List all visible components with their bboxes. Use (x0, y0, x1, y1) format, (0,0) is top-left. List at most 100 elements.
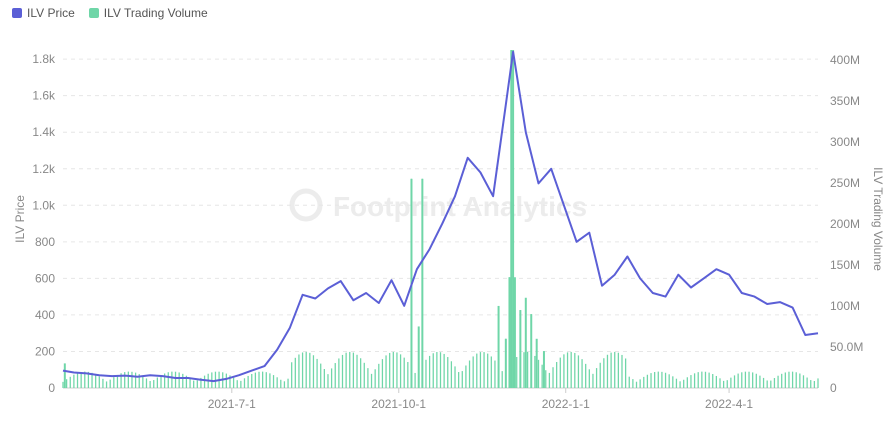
volume-bar (439, 352, 442, 388)
volume-bar (203, 375, 206, 388)
volume-bar (356, 354, 358, 388)
volume-bar (109, 379, 111, 388)
volume-bar (784, 372, 786, 388)
y2-tick-label: 50.0M (830, 340, 863, 354)
y2-tick-label: 150M (830, 258, 860, 272)
volume-bar (817, 378, 819, 388)
volume-bar (799, 373, 801, 388)
volume-bar (381, 359, 384, 388)
volume-bar (399, 354, 402, 388)
volume-bar (541, 364, 543, 388)
y-tick-label: 200 (35, 344, 55, 358)
volume-bar (196, 380, 198, 388)
volume-bar (349, 351, 351, 388)
volume-bar (548, 372, 551, 388)
volume-bar (726, 380, 728, 388)
y-tick-label: 1.8k (32, 52, 56, 66)
legend-item-price[interactable]: ILV Price (12, 6, 75, 20)
volume-bar (320, 363, 322, 388)
volume-bar (487, 353, 489, 388)
volume-bar (657, 371, 659, 388)
volume-bar (265, 372, 267, 388)
volume-bar (138, 374, 140, 388)
y-axis-title: ILV Price (13, 195, 27, 243)
volume-bar (577, 355, 580, 388)
volume-bar (719, 378, 721, 388)
volume-bar (338, 358, 340, 388)
volume-bar (232, 377, 235, 388)
volume-spike-bar (508, 277, 511, 388)
volume-bar (715, 375, 718, 388)
y-tick-label: 1.4k (32, 125, 56, 139)
volume-bar (425, 359, 427, 388)
volume-bar (683, 379, 685, 388)
volume-bar (755, 373, 757, 388)
volume-bar (240, 380, 242, 388)
volume-bar (574, 352, 576, 388)
volume-bar (65, 379, 68, 388)
volume-bar (599, 362, 601, 388)
volume-bar (777, 375, 779, 388)
volume-bar (291, 362, 293, 388)
y-tick-label: 1.6k (32, 89, 56, 103)
volume-bar (80, 371, 82, 388)
volume-bar (621, 354, 623, 388)
volume-bar (298, 354, 300, 388)
volume-bar (795, 372, 797, 388)
volume-bar (664, 372, 667, 388)
volume-bar (323, 369, 325, 388)
volume-bar (283, 381, 286, 388)
volume-bar (272, 375, 275, 388)
volume-bar (697, 372, 699, 388)
volume-bar (91, 372, 93, 388)
volume-bar (534, 355, 536, 388)
volume-bar (102, 378, 104, 388)
volume-bar (87, 371, 90, 388)
volume-bar (668, 374, 670, 388)
volume-bar (654, 372, 656, 388)
legend-item-volume[interactable]: ILV Trading Volume (88, 6, 208, 20)
volume-bar (472, 356, 474, 388)
volume-bar (131, 371, 133, 388)
volume-bar (704, 371, 707, 388)
volume-bar (526, 351, 529, 388)
volume-bar (153, 380, 155, 388)
volume-bar (73, 374, 75, 388)
volume-bar (174, 371, 177, 388)
volume-bar (494, 360, 496, 388)
volume-bar (312, 355, 315, 388)
volume-bar (559, 357, 561, 388)
volume-spike-bar (530, 314, 533, 388)
volume-bar (367, 368, 369, 388)
volume-bar (345, 352, 347, 388)
volume-bar (276, 377, 278, 388)
volume-bar (693, 373, 696, 388)
volume-bar (62, 381, 64, 388)
volume-bar (712, 374, 714, 388)
volume-bar (752, 372, 754, 388)
volume-spike-bar (542, 351, 545, 388)
volume-bar (341, 354, 344, 388)
volume-bar (628, 376, 630, 388)
volume-bar (105, 381, 108, 388)
volume-bar (443, 353, 445, 388)
volume-bar (646, 374, 649, 388)
volume-bar (748, 371, 750, 388)
y2-axis-title: ILV Trading Volume (871, 167, 885, 271)
volume-bar (229, 375, 231, 388)
volume-bar (802, 375, 805, 388)
chart-legend: ILV Price ILV Trading Volume (12, 6, 208, 20)
volume-bar (167, 372, 169, 388)
volume-bar (552, 367, 554, 388)
volume-bar (810, 380, 812, 388)
volume-bar (570, 351, 572, 388)
volume-bar (461, 371, 463, 388)
x-tick-label: 2022-4-1 (705, 397, 753, 411)
y2-tick-label: 400M (830, 53, 860, 67)
volume-bar (193, 380, 195, 388)
volume-bar (327, 374, 329, 388)
volume-bar (142, 376, 144, 388)
volume-bar (537, 359, 540, 388)
volume-bar (374, 369, 376, 388)
